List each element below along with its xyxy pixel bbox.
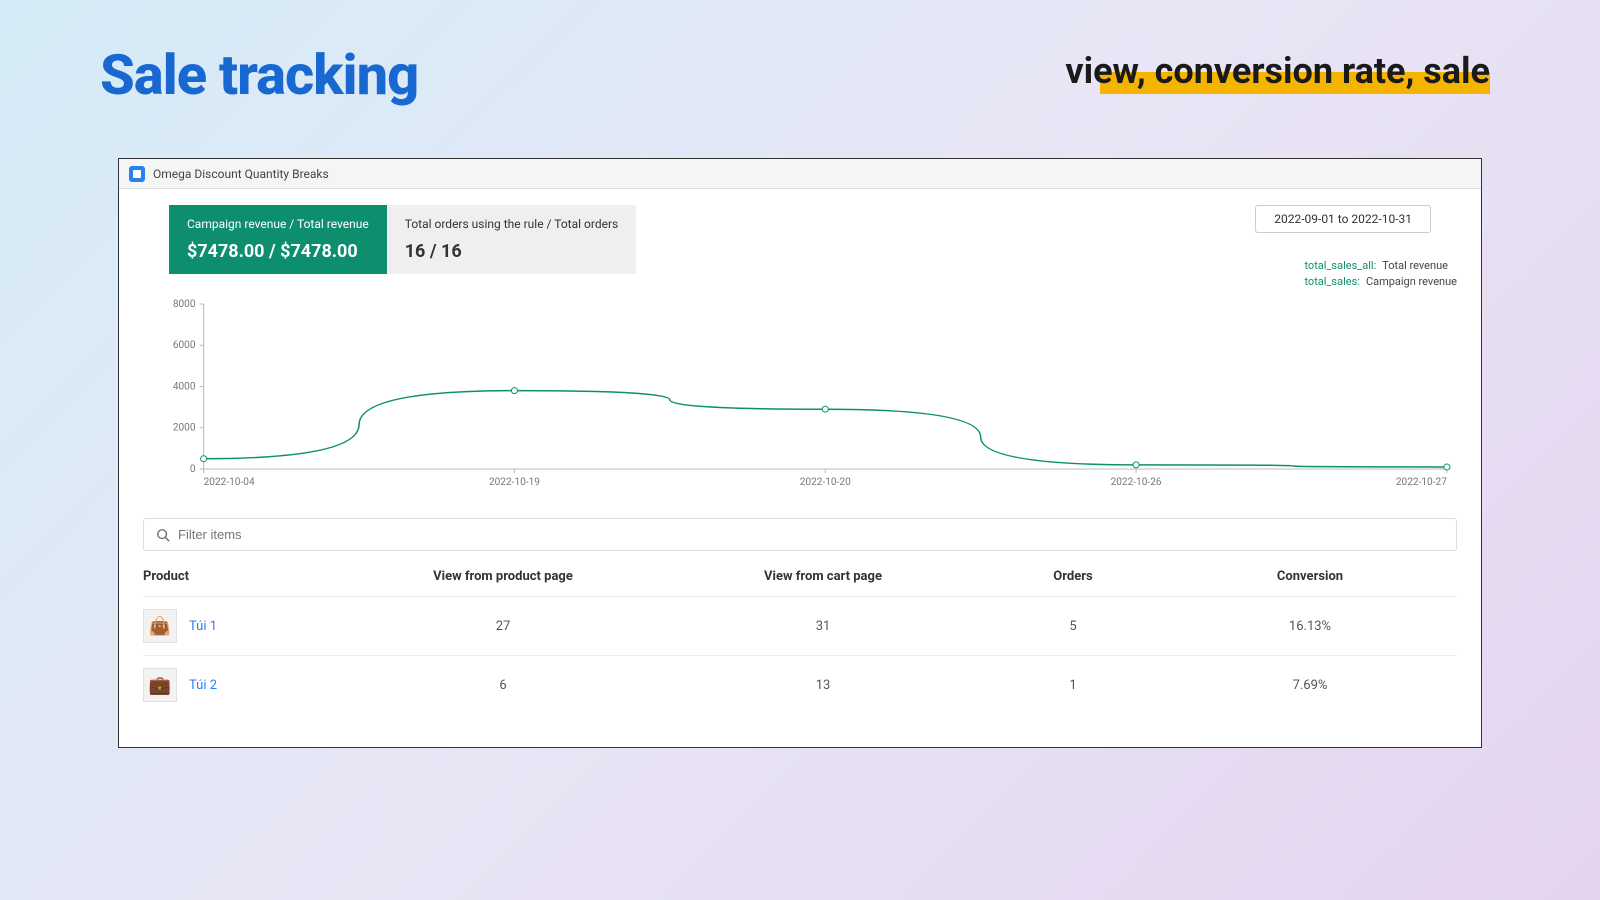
app-header: Omega Discount Quantity Breaks (119, 159, 1481, 189)
product-link[interactable]: Túi 2 (189, 678, 217, 693)
svg-text:4000: 4000 (173, 382, 196, 393)
col-header-view-product[interactable]: View from product page (343, 569, 663, 584)
chart-svg: 0 2000 4000 6000 8000 2022-10-04 2022-10-19 202… (143, 294, 1457, 494)
table-row[interactable]: 💼 Túi 2 61317.69% (143, 655, 1457, 714)
stat-value: $7478.00 / $7478.00 (187, 241, 369, 262)
svg-text:2022-10-27: 2022-10-27 (1396, 477, 1447, 488)
chart-legend: total_sales_all: Total revenue total_sal… (1304, 259, 1457, 291)
app-logo-icon (129, 166, 145, 182)
cell-view-cart: 13 (663, 678, 983, 693)
stat-label: Total orders using the rule / Total orde… (405, 217, 618, 231)
legend-label: Total revenue (1382, 259, 1448, 272)
svg-text:6000: 6000 (173, 340, 196, 351)
svg-text:0: 0 (190, 464, 196, 475)
svg-text:2022-10-19: 2022-10-19 (489, 477, 540, 488)
revenue-chart: 0 2000 4000 6000 8000 2022-10-04 2022-10-19 202… (143, 294, 1457, 494)
col-header-view-cart[interactable]: View from cart page (663, 569, 983, 584)
stat-label: Campaign revenue / Total revenue (187, 217, 369, 231)
cell-view-product: 27 (343, 619, 663, 634)
product-link[interactable]: Túi 1 (189, 619, 217, 634)
col-header-product[interactable]: Product (143, 569, 343, 584)
cell-orders: 1 (983, 678, 1163, 693)
table-row[interactable]: 👜 Túi 1 2731516.13% (143, 596, 1457, 655)
cell-view-product: 6 (343, 678, 663, 693)
col-header-conversion[interactable]: Conversion (1163, 569, 1457, 584)
svg-text:2022-10-20: 2022-10-20 (800, 477, 851, 488)
cell-conversion: 7.69% (1163, 678, 1457, 693)
stat-card-revenue[interactable]: Campaign revenue / Total revenue $7478.0… (169, 205, 387, 274)
svg-text:2000: 2000 (173, 423, 196, 434)
search-icon (156, 528, 170, 542)
stat-value: 16 / 16 (405, 241, 618, 262)
cell-conversion: 16.13% (1163, 619, 1457, 634)
legend-item: total_sales_all: Total revenue (1304, 259, 1457, 272)
filter-bar (143, 518, 1457, 551)
filter-input[interactable] (178, 527, 1444, 542)
svg-text:8000: 8000 (173, 299, 196, 310)
subtitle-text: view, conversion rate, sale (1065, 50, 1490, 92)
cell-orders: 5 (983, 619, 1163, 634)
stats-row: Campaign revenue / Total revenue $7478.0… (119, 189, 1481, 274)
svg-text:2022-10-26: 2022-10-26 (1111, 477, 1162, 488)
product-thumb-icon: 💼 (143, 668, 177, 702)
cell-view-cart: 31 (663, 619, 983, 634)
product-thumb-icon: 👜 (143, 609, 177, 643)
table-header: Product View from product page View from… (143, 569, 1457, 596)
col-header-orders[interactable]: Orders (983, 569, 1163, 584)
page-title: Sale tracking (100, 42, 418, 108)
svg-text:2022-10-04: 2022-10-04 (204, 477, 255, 488)
products-table: Product View from product page View from… (143, 569, 1457, 714)
page-subtitle: view, conversion rate, sale (1065, 50, 1490, 92)
date-range-picker[interactable]: 2022-09-01 to 2022-10-31 (1255, 205, 1431, 233)
legend-item: total_sales: Campaign revenue (1304, 275, 1457, 288)
legend-key: total_sales: (1304, 275, 1360, 288)
legend-label: Campaign revenue (1366, 275, 1457, 288)
stat-card-orders[interactable]: Total orders using the rule / Total orde… (387, 205, 636, 274)
legend-key: total_sales_all: (1304, 259, 1376, 272)
app-name: Omega Discount Quantity Breaks (153, 167, 329, 181)
dashboard-window: Omega Discount Quantity Breaks Campaign … (118, 158, 1482, 748)
